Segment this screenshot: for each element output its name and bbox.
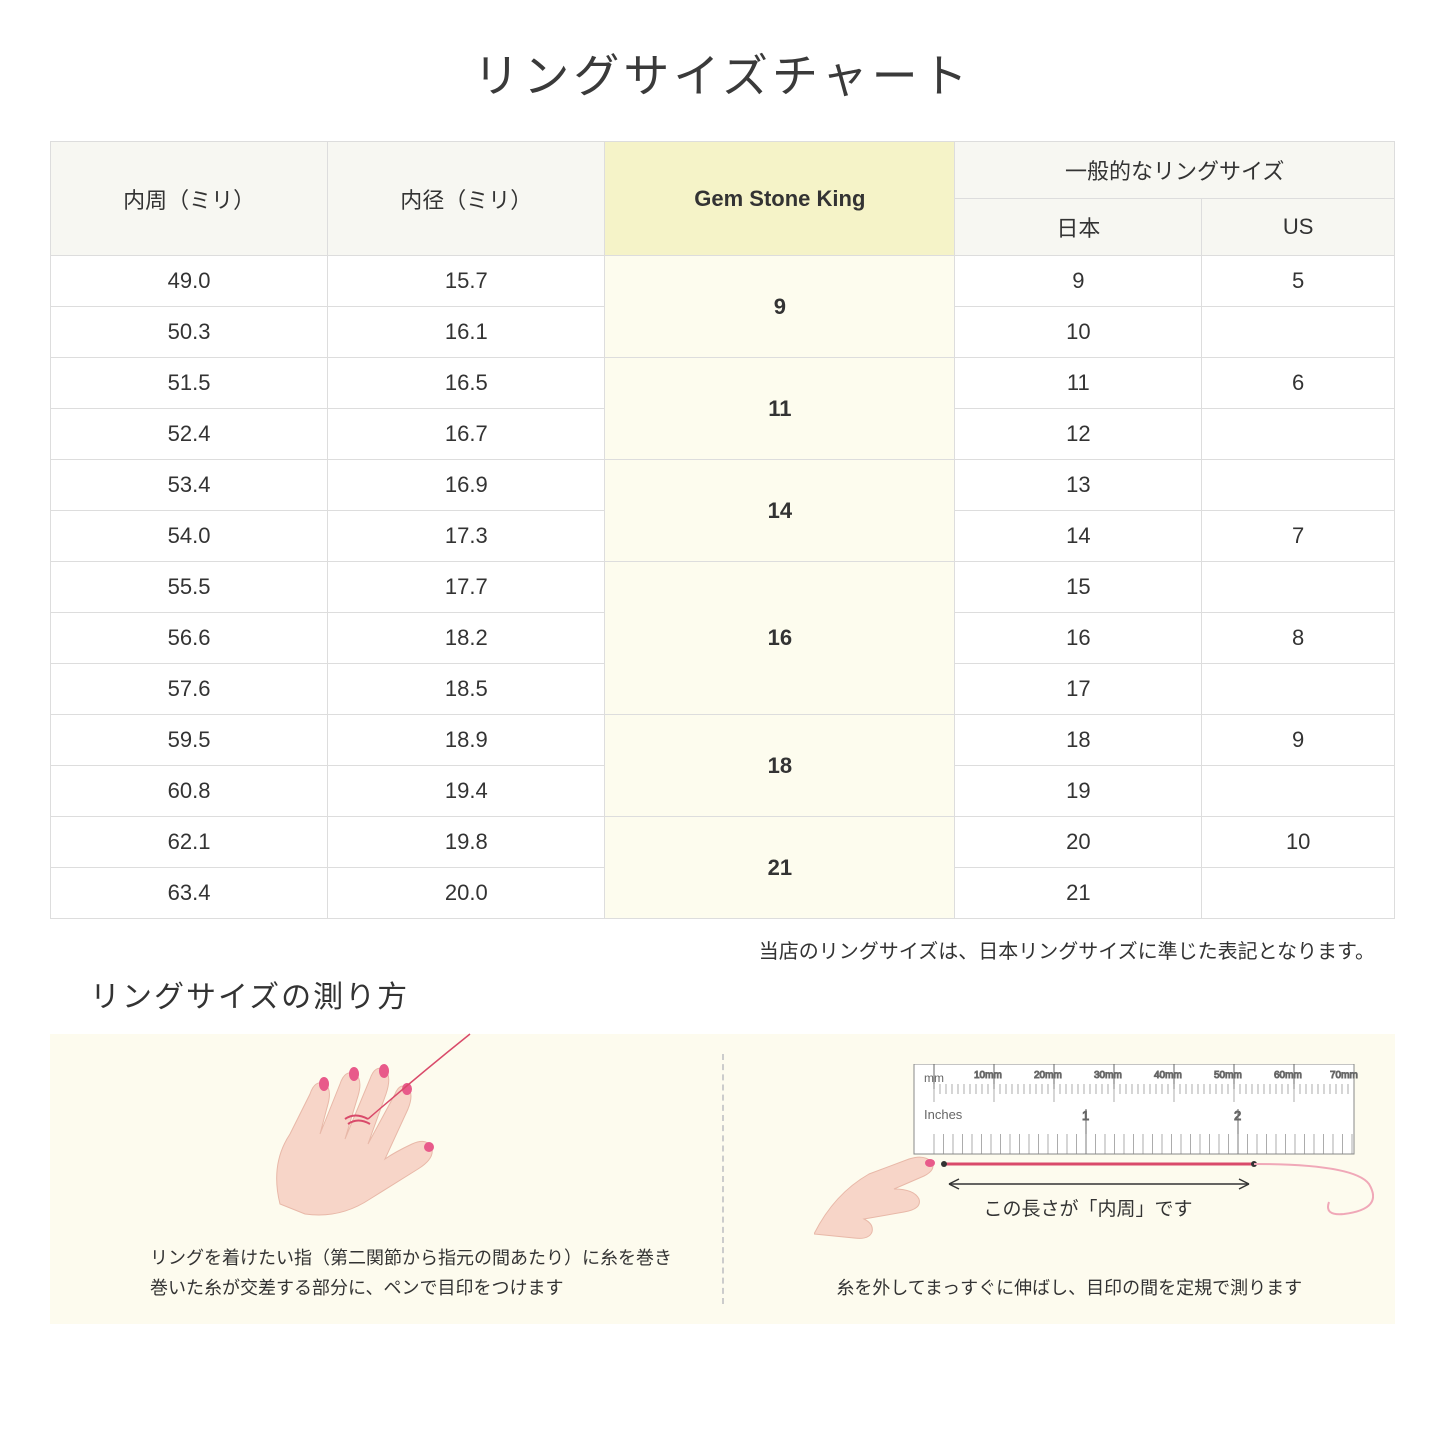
header-circumference: 内周（ミリ） xyxy=(51,142,328,256)
cell-gsk: 18 xyxy=(605,715,955,817)
cell-circumference: 52.4 xyxy=(51,409,328,460)
cell-diameter: 17.7 xyxy=(328,562,605,613)
svg-text:60mm: 60mm xyxy=(1274,1070,1302,1081)
table-row: 53.416.91413 xyxy=(51,460,1395,511)
svg-text:50mm: 50mm xyxy=(1214,1070,1242,1081)
cell-us: 5 xyxy=(1202,256,1395,307)
cell-japan: 9 xyxy=(955,256,1202,307)
cell-circumference: 53.4 xyxy=(51,460,328,511)
cell-diameter: 18.2 xyxy=(328,613,605,664)
cell-diameter: 18.5 xyxy=(328,664,605,715)
cell-japan: 12 xyxy=(955,409,1202,460)
cell-us: 9 xyxy=(1202,715,1395,766)
cell-japan: 20 xyxy=(955,817,1202,868)
cell-japan: 11 xyxy=(955,358,1202,409)
cell-us: 8 xyxy=(1202,613,1395,664)
cell-diameter: 16.1 xyxy=(328,307,605,358)
instruction-left: リングを着けたい指（第二関節から指元の間あたり）に糸を巻き 巻いた糸が交差する部… xyxy=(150,1243,682,1304)
cell-us xyxy=(1202,307,1395,358)
cell-us xyxy=(1202,664,1395,715)
info-panel: リングを着けたい指（第二関節から指元の間あたり）に糸を巻き 巻いた糸が交差する部… xyxy=(50,1034,1395,1324)
instruction-right: 糸を外してまっすぐに伸ばし、目印の間を定規で測ります xyxy=(784,1273,1356,1304)
header-us: US xyxy=(1202,199,1395,256)
cell-gsk: 9 xyxy=(605,256,955,358)
cell-japan: 21 xyxy=(955,868,1202,919)
cell-circumference: 54.0 xyxy=(51,511,328,562)
cell-japan: 13 xyxy=(955,460,1202,511)
cell-diameter: 17.3 xyxy=(328,511,605,562)
cell-diameter: 16.5 xyxy=(328,358,605,409)
cell-japan: 15 xyxy=(955,562,1202,613)
cell-diameter: 20.0 xyxy=(328,868,605,919)
header-gsk: Gem Stone King xyxy=(605,142,955,256)
cell-us xyxy=(1202,766,1395,817)
ruler-caption: この長さが「内周」です xyxy=(984,1194,1193,1221)
cell-circumference: 62.1 xyxy=(51,817,328,868)
page-title: リングサイズチャート xyxy=(50,40,1395,106)
cell-circumference: 49.0 xyxy=(51,256,328,307)
svg-text:70mm: 70mm xyxy=(1330,1070,1358,1081)
cell-japan: 10 xyxy=(955,307,1202,358)
cell-japan: 16 xyxy=(955,613,1202,664)
table-note: 当店のリングサイズは、日本リングサイズに準じた表記となります。 xyxy=(50,935,1395,964)
cell-us: 7 xyxy=(1202,511,1395,562)
cell-circumference: 59.5 xyxy=(51,715,328,766)
panel-left: リングを着けたい指（第二関節から指元の間あたり）に糸を巻き 巻いた糸が交差する部… xyxy=(50,1034,722,1324)
cell-circumference: 63.4 xyxy=(51,868,328,919)
cell-diameter: 19.4 xyxy=(328,766,605,817)
svg-text:30mm: 30mm xyxy=(1094,1070,1122,1081)
cell-circumference: 57.6 xyxy=(51,664,328,715)
cell-gsk: 14 xyxy=(605,460,955,562)
svg-text:40mm: 40mm xyxy=(1154,1070,1182,1081)
hand-wrap-illustration xyxy=(220,1024,500,1224)
cell-us xyxy=(1202,409,1395,460)
cell-diameter: 16.7 xyxy=(328,409,605,460)
cell-japan: 14 xyxy=(955,511,1202,562)
measure-title: リングサイズの測り方 xyxy=(90,972,1395,1016)
cell-us xyxy=(1202,460,1395,511)
cell-japan: 18 xyxy=(955,715,1202,766)
cell-diameter: 19.8 xyxy=(328,817,605,868)
cell-japan: 17 xyxy=(955,664,1202,715)
svg-text:1: 1 xyxy=(1082,1108,1089,1123)
cell-gsk: 16 xyxy=(605,562,955,715)
table-row: 59.518.918189 xyxy=(51,715,1395,766)
cell-circumference: 51.5 xyxy=(51,358,328,409)
ruler-inches-label: Inches xyxy=(924,1107,963,1122)
cell-us xyxy=(1202,562,1395,613)
table-row: 55.517.71615 xyxy=(51,562,1395,613)
cell-circumference: 56.6 xyxy=(51,613,328,664)
cell-gsk: 21 xyxy=(605,817,955,919)
size-chart-table: 内周（ミリ） 内径（ミリ） Gem Stone King 一般的なリングサイズ … xyxy=(50,141,1395,919)
cell-us: 6 xyxy=(1202,358,1395,409)
header-diameter: 内径（ミリ） xyxy=(328,142,605,256)
svg-text:2: 2 xyxy=(1234,1108,1241,1123)
cell-gsk: 11 xyxy=(605,358,955,460)
cell-diameter: 15.7 xyxy=(328,256,605,307)
cell-circumference: 50.3 xyxy=(51,307,328,358)
cell-diameter: 18.9 xyxy=(328,715,605,766)
panel-right: mm 10mm 20mm 30mm 40mm 50mm 60mm 70mm In… xyxy=(724,1034,1396,1324)
svg-text:20mm: 20mm xyxy=(1034,1070,1062,1081)
cell-japan: 19 xyxy=(955,766,1202,817)
cell-diameter: 16.9 xyxy=(328,460,605,511)
cell-circumference: 60.8 xyxy=(51,766,328,817)
header-japan: 日本 xyxy=(955,199,1202,256)
cell-us xyxy=(1202,868,1395,919)
table-row: 62.119.8212010 xyxy=(51,817,1395,868)
cell-us: 10 xyxy=(1202,817,1395,868)
table-row: 51.516.511116 xyxy=(51,358,1395,409)
cell-circumference: 55.5 xyxy=(51,562,328,613)
table-row: 49.015.7995 xyxy=(51,256,1395,307)
header-general-group: 一般的なリングサイズ xyxy=(955,142,1395,199)
svg-text:10mm: 10mm xyxy=(974,1070,1002,1081)
